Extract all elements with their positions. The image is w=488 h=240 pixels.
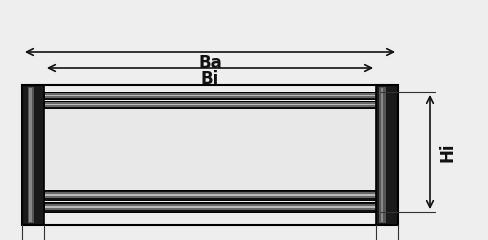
Bar [44,206,376,208]
Bar [29,88,32,222]
Bar [44,101,376,102]
Text: Hi: Hi [438,142,456,162]
Bar [22,85,398,225]
Bar [44,95,376,96]
Text: Ba: Ba [198,54,222,72]
Bar [44,190,376,192]
Bar [44,190,376,200]
Bar [381,88,384,222]
Bar [44,194,376,196]
Bar [44,198,376,200]
Bar [44,93,376,95]
Bar [27,87,34,223]
Bar [44,104,376,105]
Bar [44,92,376,99]
Bar [44,210,376,212]
Bar [44,192,376,194]
Bar [44,92,376,93]
Bar [44,98,376,99]
Bar [44,101,376,108]
Bar [379,87,386,223]
Bar [44,107,376,108]
Text: Bi: Bi [201,70,219,88]
Bar [44,102,376,104]
Bar [44,204,376,206]
Bar [22,85,44,225]
Bar [44,202,376,204]
Bar [44,208,376,210]
Bar [44,196,376,198]
Bar [376,85,398,225]
Bar [44,108,376,190]
Bar [44,96,376,98]
Bar [44,202,376,212]
Bar [44,105,376,107]
